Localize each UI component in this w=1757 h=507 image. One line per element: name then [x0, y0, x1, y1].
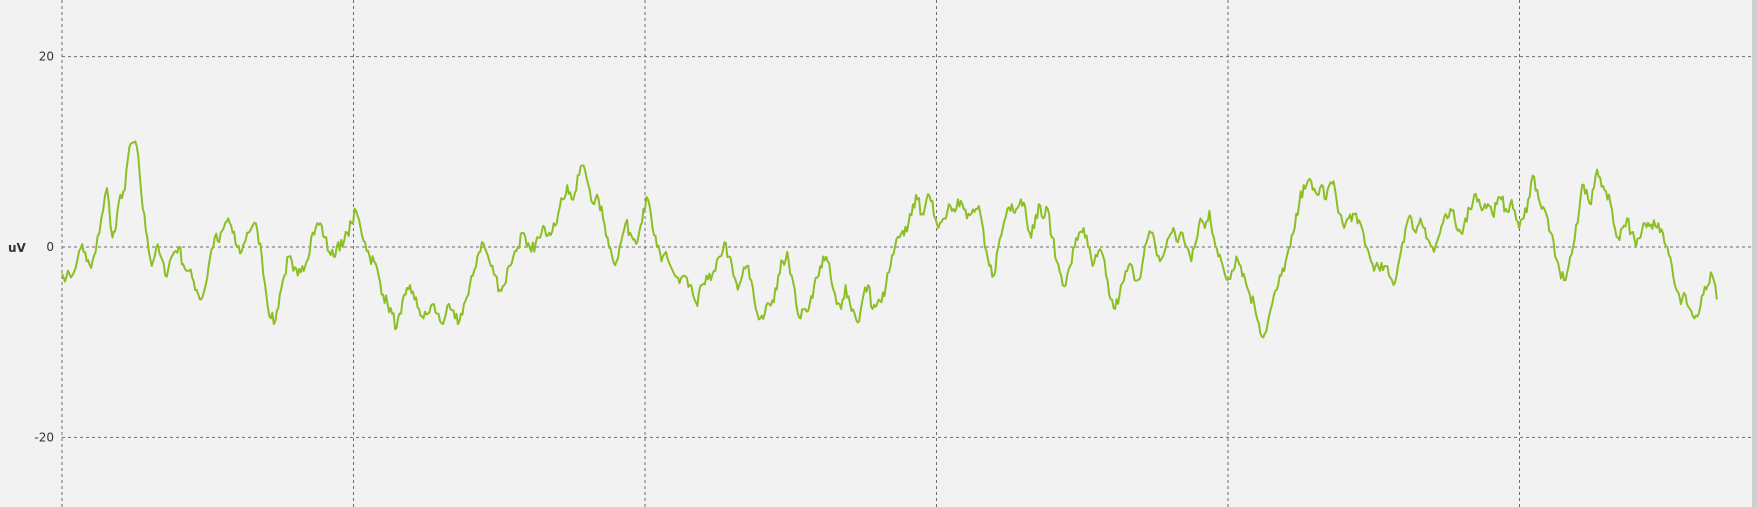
right-edge-border [1752, 0, 1757, 507]
y-tick-label: 0 [46, 240, 54, 254]
y-tick-label: 20 [39, 50, 54, 64]
y-tick-labels: 20 0 -20 [34, 50, 54, 445]
y-tick-label: -20 [34, 430, 54, 444]
signal-line [61, 140, 1718, 339]
y-axis-unit-label: uV [8, 241, 27, 255]
vertical-gridlines [61, 0, 1520, 507]
horizontal-gridlines [62, 56, 1752, 438]
